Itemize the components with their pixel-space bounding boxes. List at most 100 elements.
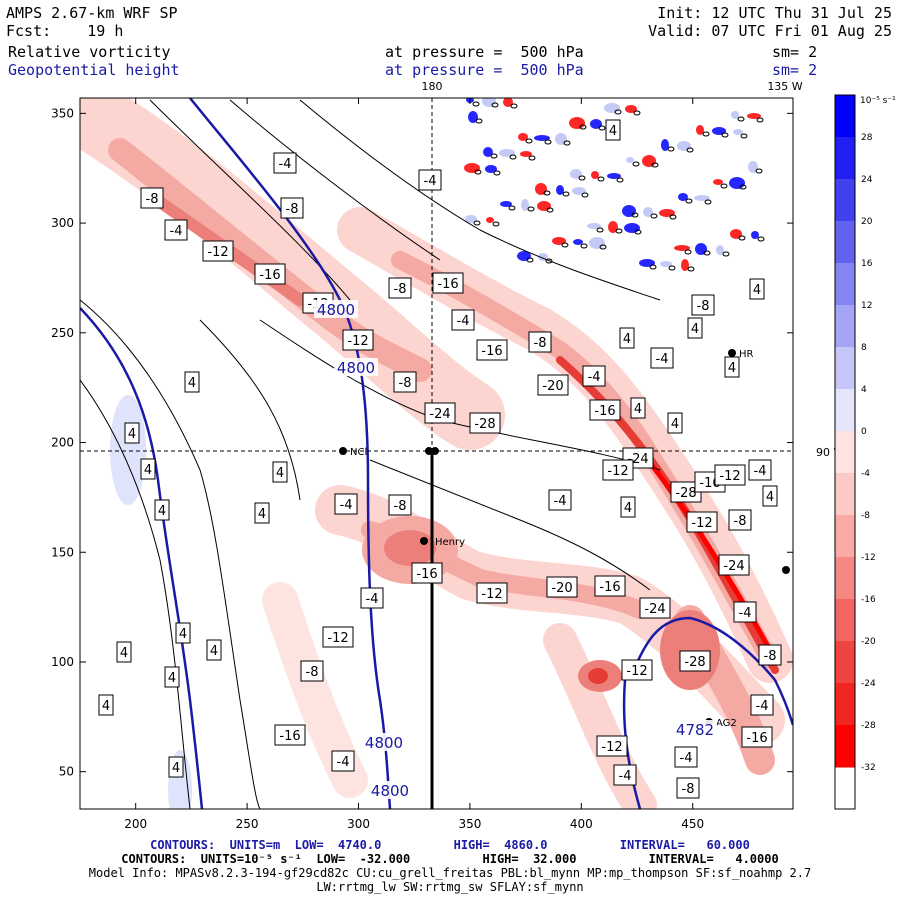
- colorbar-tick-label: 28: [861, 133, 873, 143]
- height-label: 4800: [317, 301, 355, 319]
- field1-name: Relative vorticity: [8, 43, 171, 61]
- vorticity-label: -12: [719, 469, 740, 484]
- colorbar-swatch: [835, 347, 855, 390]
- terrain-noise: [626, 157, 634, 163]
- terrain-noise-contour: [704, 199, 712, 205]
- height-contour: [189, 98, 392, 809]
- vorticity-label-box: [432, 272, 464, 294]
- terrain-noise: [520, 151, 532, 157]
- colorbar-tick-label: -24: [861, 679, 876, 689]
- vorticity-label-box: [418, 169, 442, 191]
- x-tick-label: 400: [570, 817, 593, 831]
- vorticity-shading: [80, 98, 793, 809]
- vorticity-label: 4: [671, 417, 679, 432]
- vorticity-label: -16: [259, 268, 280, 283]
- meridian-135w-label: 135 W: [767, 80, 802, 93]
- vorticity-label: -4: [457, 314, 470, 329]
- colorbar-tick-label: 8: [861, 343, 867, 353]
- terrain-noise: [589, 237, 605, 249]
- colorbar-tick-label: 4: [861, 385, 867, 395]
- vorticity-label-box: [674, 746, 698, 768]
- terrain-noise-contour: [702, 131, 710, 137]
- terrain-noise: [535, 183, 547, 195]
- vorticity-label: 4: [158, 504, 166, 519]
- vorticity-label: 4: [128, 427, 136, 442]
- vorticity-label: -20: [542, 379, 563, 394]
- vorticity-label-box: [718, 554, 750, 576]
- vorticity-label-box: [388, 494, 412, 516]
- terrain-noise: [464, 163, 480, 173]
- vorticity-label-box: [589, 399, 621, 421]
- vorticity-label-box: [168, 756, 184, 778]
- vorticity-label: -28: [675, 486, 696, 501]
- terrain-noise: [696, 125, 704, 135]
- terrain-noise: [751, 231, 759, 239]
- vorticity-label-box: [733, 601, 757, 623]
- vorticity-label-box: [273, 152, 297, 174]
- terrain-noise: [485, 165, 497, 173]
- terrain-noise-contour: [651, 162, 659, 168]
- terrain-noise-contour: [720, 183, 728, 189]
- terrain-noise: [573, 239, 583, 245]
- terrain-noise: [747, 113, 761, 119]
- vorticity-isoline: [199, 319, 301, 501]
- terrain-noise: [681, 259, 689, 271]
- terrain-noise-contour: [739, 184, 747, 190]
- vorticity-label: 4: [210, 644, 218, 659]
- terrain-noise-contour: [685, 198, 693, 204]
- field2-smoothing: sm= 2: [772, 61, 818, 79]
- vorticity-label: -8: [534, 336, 547, 351]
- vorticity-label: -8: [734, 514, 747, 529]
- colorbar-tick-label: -12: [861, 553, 876, 563]
- terrain-noise: [486, 217, 494, 223]
- vorticity-label: -4: [424, 174, 437, 189]
- terrain-noise-contour: [579, 124, 587, 130]
- vorticity-label: -8: [146, 192, 159, 207]
- vorticity-label: 4: [179, 627, 187, 642]
- vorticity-label-box: [748, 459, 772, 481]
- vorticity-label-box: [164, 219, 188, 241]
- vorticity-label-box: [758, 644, 782, 666]
- terrain-noise: [607, 173, 621, 179]
- vorticity-isoline: [299, 99, 661, 301]
- vorticity-label: -8: [399, 376, 412, 391]
- vorticity-label: -4: [656, 352, 669, 367]
- terrain-noise: [712, 127, 726, 135]
- vorticity-label-box: [393, 371, 417, 393]
- vorticity-label-box: [116, 641, 132, 663]
- terrain-noise: [643, 207, 653, 217]
- terrain-noise-contour: [578, 175, 586, 181]
- colorbar-swatch: [835, 599, 855, 642]
- vorticity-label-box: [596, 735, 628, 757]
- terrain-noise: [552, 237, 566, 245]
- vorticity-label-box: [676, 777, 700, 799]
- vorticity-isoline: [80, 379, 191, 809]
- vorticity-label: -8: [306, 665, 319, 680]
- vorticity-label: -4: [680, 751, 693, 766]
- vorticity-label-box: [639, 597, 671, 619]
- terrain-noise-contour: [755, 168, 763, 174]
- height-label-bg: [362, 733, 406, 751]
- vorticity-isoline: [80, 299, 261, 809]
- terrain-noise-contour: [543, 190, 551, 196]
- x-tick-label: 350: [458, 817, 481, 831]
- vorticity-label-box: [630, 397, 646, 419]
- terrain-noise: [465, 215, 477, 223]
- colorbar-tick-label: -8: [861, 511, 870, 521]
- vorticity-isoline: [149, 99, 351, 301]
- height-label: 4800: [365, 734, 403, 752]
- vorticity-label: -4: [588, 370, 601, 385]
- vorticity-label-box: [360, 587, 384, 609]
- terrain-noise: [729, 177, 745, 189]
- terrain-noise-contour: [634, 229, 642, 235]
- terrain-noise: [624, 223, 640, 233]
- vorticity-label-box: [388, 277, 412, 299]
- colorbar-tick-label: -28: [861, 721, 876, 731]
- terrain-noise: [537, 201, 551, 211]
- height-label: 4800: [371, 782, 409, 800]
- vorticity-label: -24: [644, 602, 665, 617]
- terrain-noise-contour: [546, 207, 554, 213]
- terrain-noise: [587, 223, 601, 229]
- colorbar-frame: [834, 94, 856, 810]
- terrain-noise: [483, 147, 493, 157]
